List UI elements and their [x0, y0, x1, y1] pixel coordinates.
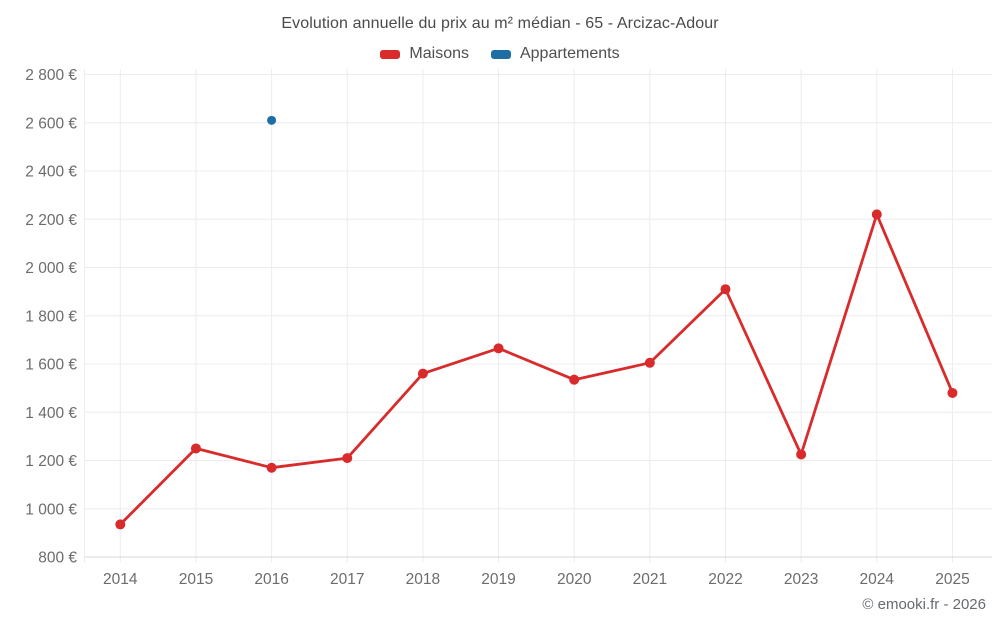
x-axis-tick-label-2021: 2021	[633, 571, 667, 588]
data-point-maisons-2018[interactable]	[417, 368, 428, 379]
y-axis-tick-label: 1 200 €	[25, 453, 77, 470]
copyright-credit: © emooki.fr - 2026	[862, 596, 986, 613]
y-axis-tick-label: 2 600 €	[25, 115, 77, 132]
x-axis-tick-label-2020: 2020	[557, 571, 592, 588]
x-axis-tick-label-2017: 2017	[330, 571, 364, 588]
y-axis-tick-label: 800 €	[38, 550, 77, 567]
y-axis-tick-label: 1 800 €	[25, 308, 77, 325]
data-point-maisons-2023[interactable]	[796, 449, 807, 460]
data-point-maisons-2021[interactable]	[644, 357, 655, 368]
data-point-maisons-2024[interactable]	[871, 209, 882, 220]
x-axis-tick-label-2023: 2023	[784, 571, 818, 588]
chart-legend: Maisons Appartements	[0, 45, 1000, 63]
y-axis-tick-label: 1 000 €	[25, 501, 77, 518]
data-point-maisons-2016[interactable]	[266, 462, 277, 473]
x-axis-tick-label-2016: 2016	[254, 571, 288, 588]
legend-swatch-appartements-icon	[490, 49, 511, 59]
data-point-maisons-2014[interactable]	[115, 519, 126, 530]
x-axis-tick-label-2025: 2025	[935, 571, 969, 588]
data-point-maisons-2022[interactable]	[720, 284, 731, 295]
x-axis-tick-label-2014: 2014	[103, 571, 138, 588]
data-point-maisons-2020[interactable]	[569, 374, 580, 385]
x-axis-tick-label-2015: 2015	[179, 571, 213, 588]
legend-label-maisons: Maisons	[409, 45, 469, 62]
y-axis-tick-label: 1 400 €	[25, 405, 77, 422]
y-axis-tick-label: 2 000 €	[25, 260, 77, 277]
y-axis-tick-label: 1 600 €	[25, 357, 77, 374]
data-point-maisons-2025[interactable]	[947, 387, 958, 398]
x-axis-tick-label-2019: 2019	[481, 571, 515, 588]
x-axis-tick-label-2018: 2018	[406, 571, 440, 588]
x-axis-tick-label-2022: 2022	[708, 571, 742, 588]
data-point-maisons-2019[interactable]	[493, 343, 504, 354]
data-point-appartements-2016[interactable]	[267, 115, 277, 125]
y-axis-tick-label: 2 400 €	[25, 164, 77, 181]
legend-swatch-maisons-icon	[380, 49, 401, 59]
y-axis-tick-label: 2 200 €	[25, 212, 77, 229]
data-point-maisons-2015[interactable]	[190, 443, 201, 454]
y-axis-tick-label: 2 800 €	[25, 67, 77, 84]
series-line-maisons	[118, 213, 954, 526]
legend-item-maisons[interactable]: Maisons	[380, 45, 469, 63]
x-axis-tick-label-2024: 2024	[860, 571, 895, 588]
legend-label-appartements: Appartements	[519, 45, 620, 62]
chart-title: Evolution annuelle du prix au m² médian …	[281, 15, 719, 32]
data-point-maisons-2017[interactable]	[342, 453, 353, 464]
legend-item-appartements[interactable]: Appartements	[490, 45, 620, 63]
